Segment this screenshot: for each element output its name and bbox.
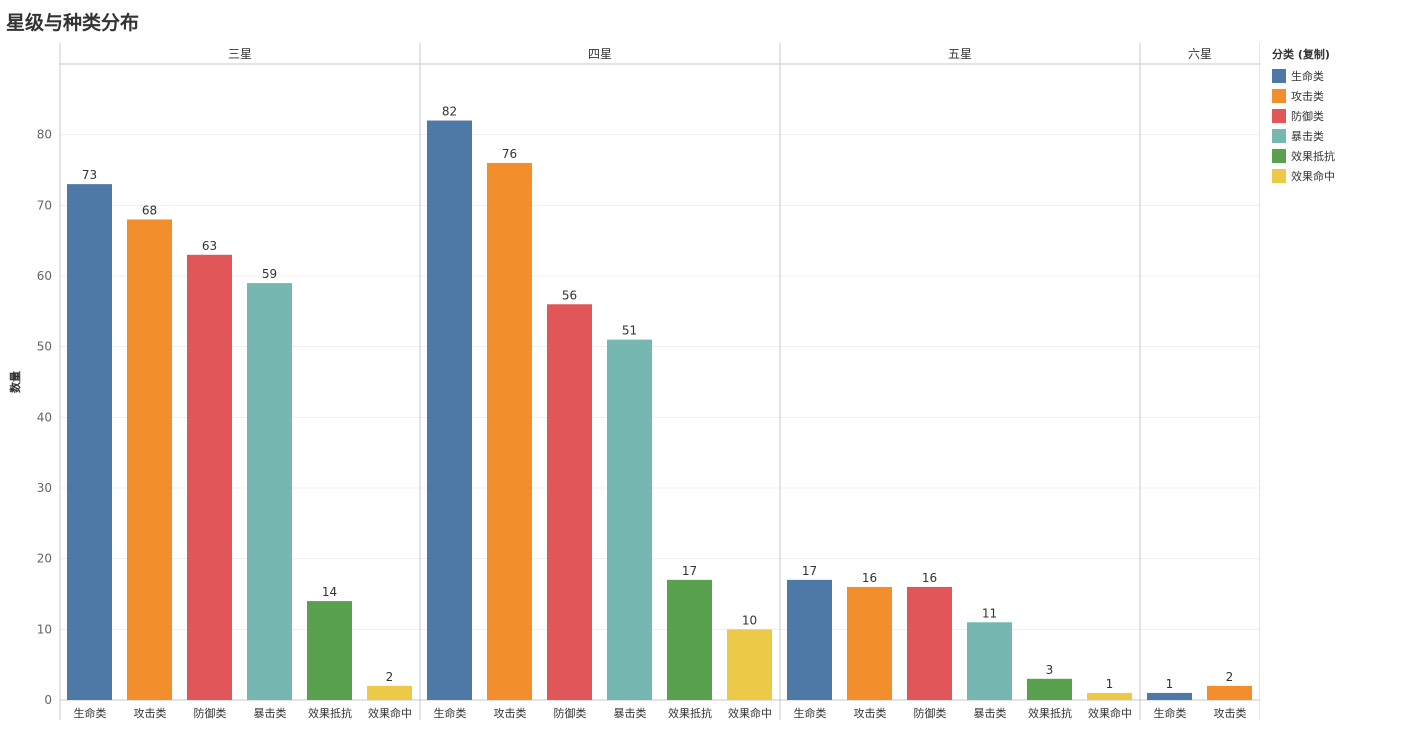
data-label: 16 <box>922 571 937 585</box>
data-label: 17 <box>802 564 817 578</box>
bar <box>967 622 1012 700</box>
legend: 分类 (复制) 生命类攻击类防御类暴击类效果抵抗效果命中 <box>1272 46 1335 186</box>
data-label: 59 <box>262 267 277 281</box>
legend-label: 效果抵抗 <box>1291 150 1335 163</box>
data-label: 1 <box>1166 677 1174 691</box>
legend-swatch <box>1272 69 1286 83</box>
legend-item[interactable]: 效果抵抗 <box>1272 146 1335 166</box>
y-tick-label: 50 <box>37 340 52 354</box>
data-label: 10 <box>742 613 757 627</box>
x-tick-label: 攻击类 <box>134 706 167 720</box>
bar <box>547 304 592 700</box>
bar <box>127 219 172 700</box>
legend-label: 效果命中 <box>1291 170 1335 183</box>
x-tick-label: 生命类 <box>434 706 467 720</box>
legend-swatch <box>1272 169 1286 183</box>
x-tick-label: 效果抵抗 <box>1028 706 1072 720</box>
bar-chart: 0 10 20 30 40 50 60 70 80 数量 三星 73 生命类 68 攻击类 63 防御类 59 暴击… <box>8 43 1260 720</box>
bar <box>607 339 652 700</box>
data-label: 1 <box>1106 677 1114 691</box>
data-label: 82 <box>442 105 457 119</box>
legend-title: 分类 (复制) <box>1272 48 1330 61</box>
legend-swatch <box>1272 89 1286 103</box>
y-tick-label: 10 <box>37 622 52 636</box>
x-tick-label: 生命类 <box>794 706 827 720</box>
bar <box>667 579 712 700</box>
y-tick-label: 80 <box>37 128 52 142</box>
bar <box>67 184 112 701</box>
panel-header: 六星 <box>1188 47 1212 61</box>
x-tick-label: 防御类 <box>914 706 947 720</box>
y-axis-title: 数量 <box>8 371 22 393</box>
legend-item[interactable]: 效果命中 <box>1272 166 1335 186</box>
legend-swatch <box>1272 109 1286 123</box>
bar <box>907 586 952 700</box>
x-tick-label: 效果命中 <box>1088 706 1132 720</box>
bar <box>187 254 232 701</box>
y-tick-label: 70 <box>37 198 52 212</box>
data-label: 63 <box>202 239 217 253</box>
data-label: 73 <box>82 168 97 182</box>
x-tick-label: 效果命中 <box>368 706 412 720</box>
bar <box>487 162 532 700</box>
legend-swatch <box>1272 149 1286 163</box>
x-tick-label: 防御类 <box>554 706 587 720</box>
x-tick-label: 效果命中 <box>728 706 772 720</box>
panel-header: 五星 <box>948 47 972 61</box>
legend-label: 暴击类 <box>1291 130 1324 143</box>
bar <box>427 120 472 701</box>
x-tick-label: 效果抵抗 <box>308 706 352 720</box>
x-tick-label: 暴击类 <box>614 706 647 720</box>
x-tick-label: 暴击类 <box>974 706 1007 720</box>
y-tick-label: 40 <box>37 410 52 424</box>
panel-header: 四星 <box>588 47 612 61</box>
data-label: 11 <box>982 606 997 620</box>
data-label: 56 <box>562 288 577 302</box>
panel-header: 三星 <box>228 47 252 61</box>
data-label: 2 <box>1226 670 1234 684</box>
x-tick-label: 攻击类 <box>494 706 527 720</box>
data-label: 51 <box>622 324 637 338</box>
chart-title: 星级与种类分布 <box>6 12 140 34</box>
bar <box>307 601 352 700</box>
x-tick-label: 攻击类 <box>854 706 887 720</box>
y-tick-label: 30 <box>37 481 52 495</box>
data-label: 17 <box>682 564 697 578</box>
legend-label: 防御类 <box>1291 110 1324 123</box>
bar <box>367 685 412 700</box>
legend-label: 生命类 <box>1291 70 1324 83</box>
data-label: 76 <box>502 147 517 161</box>
legend-item[interactable]: 生命类 <box>1272 66 1335 86</box>
bar <box>787 579 832 700</box>
data-label: 68 <box>142 203 157 217</box>
legend-swatch <box>1272 129 1286 143</box>
legend-label: 攻击类 <box>1291 90 1324 103</box>
legend-item[interactable]: 暴击类 <box>1272 126 1335 146</box>
legend-item[interactable]: 防御类 <box>1272 106 1335 126</box>
x-tick-label: 防御类 <box>194 706 227 720</box>
bar <box>1207 685 1252 700</box>
y-tick-label: 0 <box>44 693 52 707</box>
bar <box>247 283 292 700</box>
x-tick-label: 效果抵抗 <box>668 706 712 720</box>
data-label: 14 <box>322 585 337 599</box>
y-tick-label: 60 <box>37 269 52 283</box>
bar <box>727 629 772 700</box>
x-tick-label: 生命类 <box>74 706 107 720</box>
bar <box>847 586 892 700</box>
legend-item[interactable]: 攻击类 <box>1272 86 1335 106</box>
bar <box>1027 678 1072 700</box>
data-label: 2 <box>386 670 394 684</box>
bar <box>1087 692 1132 700</box>
bar <box>1147 692 1192 700</box>
x-tick-label: 生命类 <box>1154 706 1187 720</box>
x-tick-label: 暴击类 <box>254 706 287 720</box>
x-tick-label: 攻击类 <box>1214 706 1247 720</box>
y-tick-label: 20 <box>37 552 52 566</box>
data-label: 3 <box>1046 663 1054 677</box>
data-label: 16 <box>862 571 877 585</box>
